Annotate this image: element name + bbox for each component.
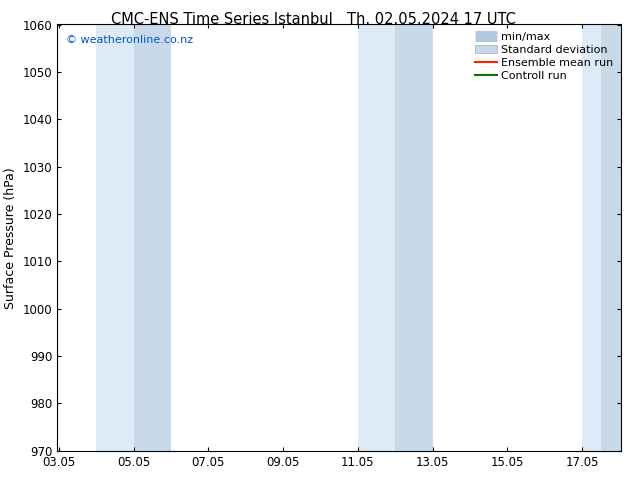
Bar <box>395 24 432 451</box>
Bar <box>96 24 134 451</box>
Bar <box>601 24 621 451</box>
Bar <box>358 24 395 451</box>
Text: © weatheronline.co.nz: © weatheronline.co.nz <box>65 35 193 45</box>
Legend: min/max, Standard deviation, Ensemble mean run, Controll run: min/max, Standard deviation, Ensemble me… <box>470 28 618 85</box>
Bar <box>134 24 171 451</box>
Y-axis label: Surface Pressure (hPa): Surface Pressure (hPa) <box>4 167 17 309</box>
Text: Th. 02.05.2024 17 UTC: Th. 02.05.2024 17 UTC <box>347 12 515 27</box>
Bar <box>582 24 601 451</box>
Text: CMC-ENS Time Series Istanbul: CMC-ENS Time Series Istanbul <box>111 12 333 27</box>
